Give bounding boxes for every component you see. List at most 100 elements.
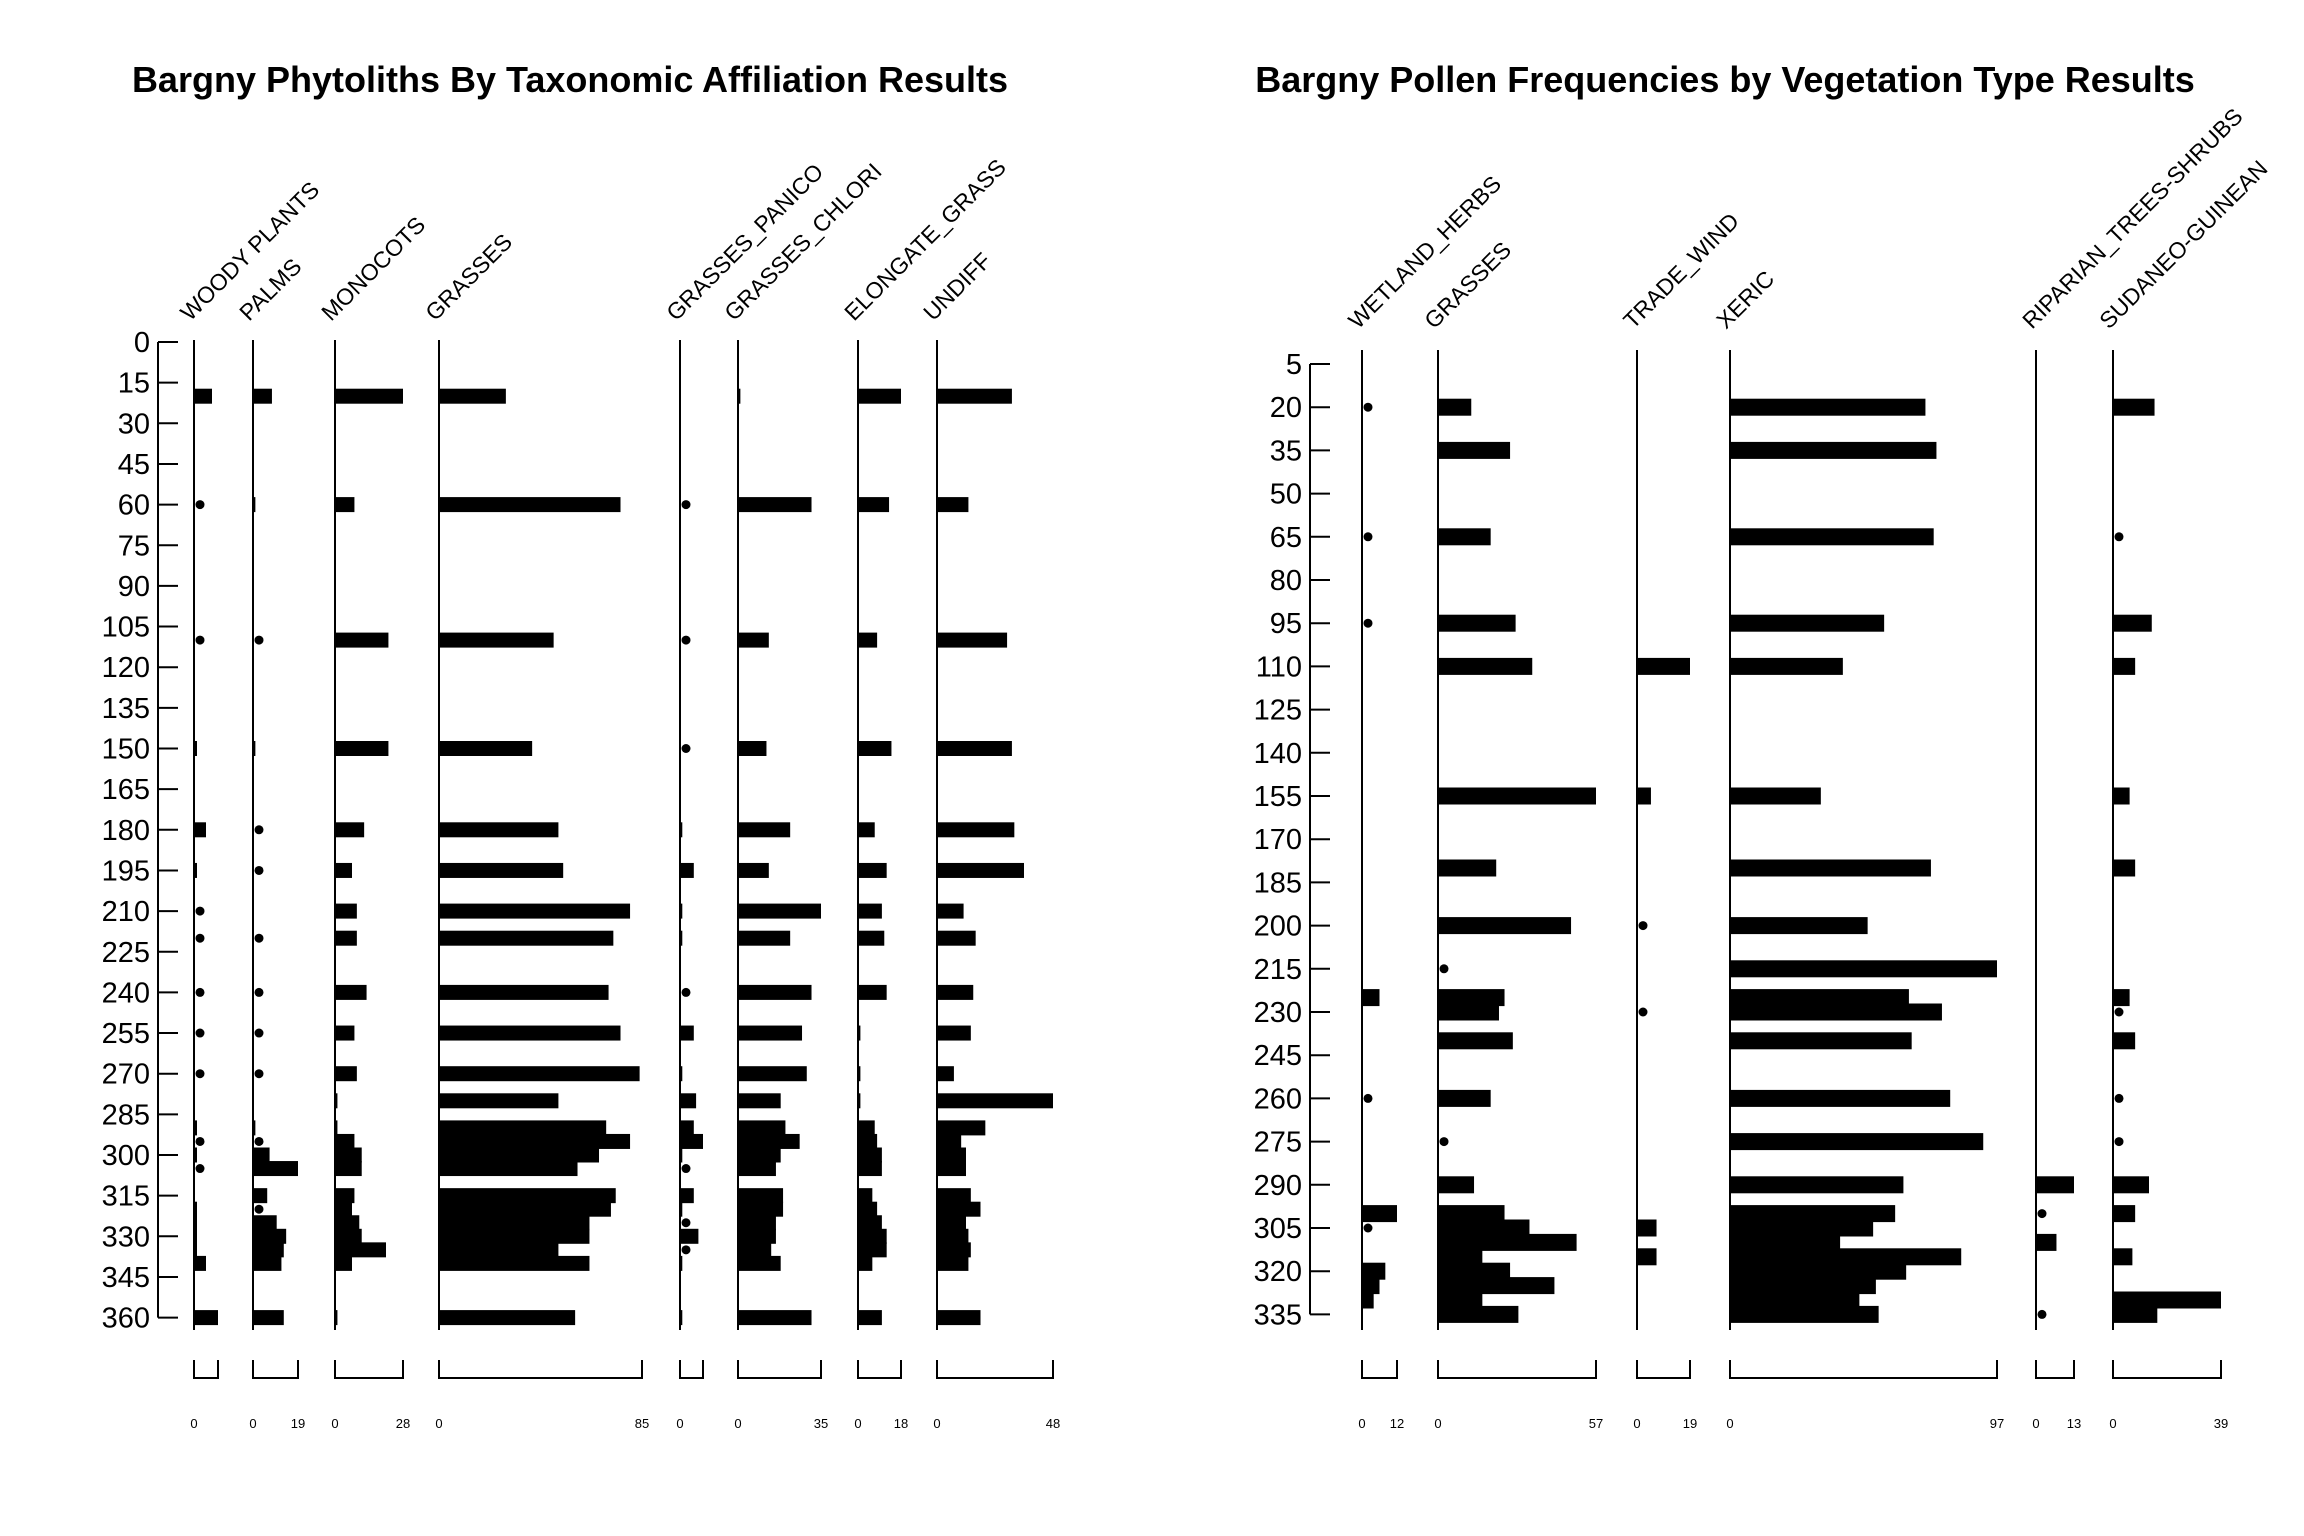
data-bar bbox=[1362, 1277, 1380, 1295]
data-bar bbox=[194, 388, 212, 404]
data-bar bbox=[1438, 1219, 1530, 1237]
column-grasses: GRASSES 0 85 bbox=[420, 229, 649, 1431]
scale-bracket bbox=[2035, 1360, 2075, 1379]
data-bar bbox=[1438, 528, 1491, 546]
trace-dot bbox=[2037, 1209, 2047, 1219]
depth-tick-label: 110 bbox=[1256, 651, 1302, 683]
data-bar bbox=[2113, 398, 2155, 416]
data-bar bbox=[194, 1228, 197, 1244]
data-bar bbox=[858, 1147, 882, 1163]
depth-tick-label: 185 bbox=[1254, 867, 1302, 899]
trace-dot bbox=[2114, 1137, 2124, 1147]
data-bar bbox=[335, 741, 389, 756]
data-bar bbox=[1730, 1205, 1896, 1223]
scale-min-label: 0 bbox=[2109, 1416, 2116, 1431]
trace-dot bbox=[1439, 964, 1449, 974]
column-xeric: XERIC 0 97 bbox=[1711, 265, 2004, 1431]
depth-tick-label: 45 bbox=[118, 449, 150, 481]
scale-min-label: 0 bbox=[854, 1416, 861, 1431]
data-bar bbox=[738, 1025, 803, 1041]
data-bar bbox=[194, 1215, 197, 1231]
scale-bracket bbox=[438, 1360, 643, 1379]
data-bar bbox=[439, 497, 621, 513]
depth-tick-label: 195 bbox=[102, 855, 150, 887]
data-bar bbox=[738, 741, 767, 756]
data-bar bbox=[738, 984, 812, 1000]
data-bar bbox=[937, 984, 974, 1000]
scale-min-label: 0 bbox=[331, 1416, 338, 1431]
data-bar bbox=[2113, 614, 2152, 632]
data-bar bbox=[335, 1215, 360, 1231]
data-bar bbox=[439, 632, 554, 648]
data-bar bbox=[439, 1147, 600, 1163]
data-bar bbox=[858, 388, 901, 404]
data-bar bbox=[439, 903, 631, 919]
scale-min-label: 0 bbox=[435, 1416, 442, 1431]
scale-bracket bbox=[2112, 1360, 2222, 1379]
data-bar bbox=[253, 1215, 277, 1231]
data-bar bbox=[1730, 1277, 1876, 1295]
data-bar bbox=[335, 903, 357, 919]
data-bar bbox=[1730, 1003, 1942, 1021]
data-bar bbox=[2113, 1032, 2136, 1050]
data-bar bbox=[439, 1161, 578, 1177]
data-bar bbox=[937, 930, 976, 946]
data-bar bbox=[439, 1201, 611, 1217]
data-bar bbox=[253, 741, 256, 756]
data-bar bbox=[858, 1161, 882, 1177]
depth-tick-label: 270 bbox=[102, 1059, 150, 1091]
data-bar bbox=[1730, 1133, 1984, 1151]
data-bar bbox=[738, 1120, 786, 1136]
data-bar bbox=[1362, 1205, 1397, 1223]
data-bar bbox=[680, 1228, 699, 1244]
data-bar bbox=[439, 1228, 590, 1244]
scale-bracket bbox=[1437, 1360, 1597, 1379]
data-bar bbox=[439, 1255, 590, 1271]
data-bar bbox=[2113, 1291, 2221, 1309]
depth-tick-label: 345 bbox=[102, 1262, 150, 1294]
data-bar bbox=[1438, 1032, 1513, 1050]
data-bar bbox=[680, 1025, 694, 1041]
data-bar bbox=[439, 930, 614, 946]
scale-max-label: 28 bbox=[396, 1416, 410, 1431]
data-bar bbox=[335, 862, 352, 878]
trace-dot bbox=[254, 1136, 264, 1146]
data-bar bbox=[858, 632, 878, 648]
data-bar bbox=[253, 1310, 284, 1326]
trace-dot bbox=[195, 1164, 205, 1174]
data-bar bbox=[1438, 657, 1533, 675]
data-bar bbox=[1730, 1219, 1874, 1237]
data-bar bbox=[253, 1188, 268, 1204]
column-label: UNDIFF bbox=[918, 248, 996, 326]
data-bar bbox=[2113, 989, 2130, 1007]
depth-tick-label: 260 bbox=[1254, 1083, 1302, 1115]
data-bar bbox=[738, 1201, 784, 1217]
trace-dot bbox=[1638, 921, 1648, 931]
data-bar bbox=[680, 1310, 683, 1326]
depth-tick-label: 80 bbox=[1270, 565, 1302, 597]
scale-bracket bbox=[679, 1360, 704, 1379]
data-bar bbox=[335, 1188, 355, 1204]
data-bar bbox=[937, 1242, 971, 1258]
data-bar bbox=[253, 1242, 284, 1258]
data-bar bbox=[738, 1133, 800, 1149]
depth-tick-label: 165 bbox=[102, 774, 150, 806]
trace-dot bbox=[195, 635, 205, 645]
scale-min-label: 0 bbox=[1633, 1416, 1640, 1431]
scale-min-label: 0 bbox=[190, 1416, 197, 1431]
data-bar bbox=[1730, 614, 1885, 632]
scale-bracket bbox=[252, 1360, 299, 1379]
scale-bracket bbox=[334, 1360, 404, 1379]
data-bar bbox=[937, 632, 1008, 648]
data-bar bbox=[937, 497, 969, 513]
data-bar bbox=[680, 1188, 694, 1204]
data-bar bbox=[194, 822, 206, 838]
data-bar bbox=[738, 1147, 781, 1163]
data-bar bbox=[1438, 1291, 1483, 1309]
data-bar bbox=[858, 1228, 887, 1244]
data-bar bbox=[1438, 441, 1511, 459]
depth-tick-label: 290 bbox=[1254, 1170, 1302, 1202]
data-bar bbox=[2036, 1176, 2074, 1194]
depth-tick-label: 150 bbox=[102, 734, 150, 766]
depth-tick-label: 315 bbox=[102, 1181, 150, 1213]
